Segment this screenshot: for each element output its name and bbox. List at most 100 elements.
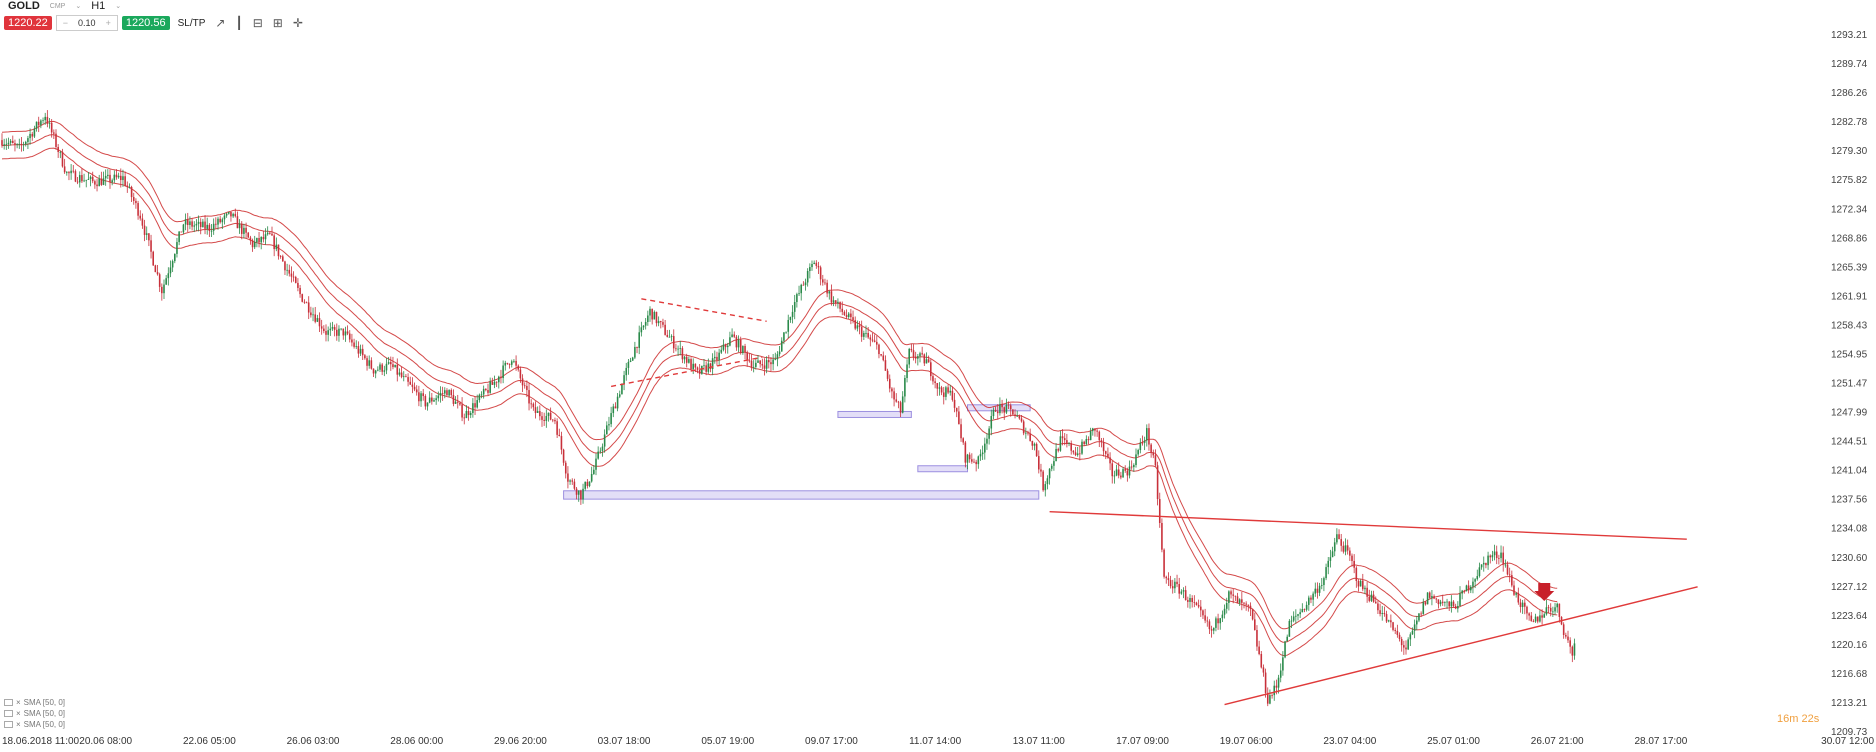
symbol-label[interactable]: GOLD — [8, 0, 40, 12]
plus-icon[interactable]: + — [105, 18, 111, 28]
sell-button[interactable]: 1220.22 — [4, 16, 52, 30]
indicator-item[interactable]: × SMA [50, 0] — [4, 719, 65, 730]
candle — [1470, 585, 1472, 594]
time-tick-label: 18.06.2018 11:00 — [2, 736, 80, 747]
candle — [1476, 569, 1479, 581]
candle — [197, 215, 200, 232]
candle — [33, 125, 36, 139]
trendline-resistance[interactable] — [1049, 510, 1687, 540]
candle — [955, 407, 958, 418]
price-tick-label: 1213.21 — [1831, 698, 1868, 709]
candle — [1098, 430, 1101, 448]
candle — [783, 331, 785, 345]
settings-icon[interactable] — [4, 721, 13, 728]
candle — [1355, 566, 1358, 588]
candle — [720, 345, 723, 354]
candle — [359, 344, 362, 356]
candle — [1441, 594, 1444, 606]
sell-signal-arrow-icon[interactable] — [1534, 582, 1555, 601]
candle — [217, 216, 219, 230]
candle — [517, 364, 520, 372]
zoom-out-icon[interactable]: ⊟ — [252, 16, 263, 30]
candle — [1232, 588, 1234, 604]
candle — [266, 226, 269, 236]
candle — [724, 343, 727, 354]
candle — [984, 437, 986, 460]
candle — [1398, 632, 1401, 642]
trendline-support[interactable] — [1224, 586, 1698, 706]
volume-value[interactable]: 0.10 — [78, 18, 96, 28]
trendline-wedge-bottom[interactable] — [610, 356, 763, 388]
chevron-down-icon[interactable]: ⌄ — [115, 3, 122, 10]
candles — [1, 110, 1576, 707]
close-icon[interactable]: × — [16, 698, 21, 707]
candle — [1025, 427, 1027, 439]
candle — [819, 265, 822, 286]
candle — [1001, 399, 1003, 414]
candle — [1420, 611, 1422, 618]
trendline-wedge-top[interactable] — [641, 298, 767, 322]
candle — [800, 283, 802, 301]
candle — [1301, 603, 1304, 613]
candle — [750, 354, 753, 371]
candle — [921, 346, 923, 356]
candle — [1046, 475, 1049, 490]
chevron-down-icon[interactable]: ⌄ — [75, 3, 82, 10]
candle — [575, 487, 578, 500]
price-tick-label: 1293.21 — [1831, 30, 1868, 41]
buy-button[interactable]: 1220.56 — [121, 16, 170, 30]
candle — [603, 429, 606, 453]
chart-toolbar: GOLD CMP ⌄ H1 ⌄ 1220.22 − 0.10 + 1220.56… — [0, 0, 600, 34]
candle — [444, 387, 446, 399]
settings-icon[interactable] — [4, 710, 13, 717]
candle — [1349, 547, 1351, 561]
candle — [1459, 586, 1461, 607]
bars-icon[interactable]: ┃ — [235, 16, 243, 30]
time-tick-label: 13.07 11:00 — [1013, 736, 1066, 747]
candle — [1167, 572, 1170, 586]
candle-timer: 16m 22s — [1777, 713, 1820, 725]
candle — [1558, 603, 1561, 623]
close-icon[interactable]: × — [16, 720, 21, 729]
candle — [370, 357, 373, 370]
candle — [260, 236, 262, 250]
candle — [307, 296, 310, 320]
candle — [120, 168, 122, 188]
candle — [104, 169, 107, 186]
candle — [431, 392, 433, 405]
candle — [12, 135, 14, 144]
candle — [1228, 590, 1230, 611]
support-zone[interactable] — [837, 410, 912, 418]
candle — [981, 445, 984, 460]
indicator-item[interactable]: × SMA [50, 0] — [4, 697, 65, 708]
timeframe-label[interactable]: H1 — [91, 0, 106, 12]
candle — [564, 460, 567, 479]
candle — [910, 343, 913, 353]
crosshair-icon[interactable]: ✛ — [292, 16, 303, 30]
candle — [1346, 539, 1349, 555]
candle — [53, 129, 55, 140]
candle — [1189, 594, 1191, 609]
candle — [828, 290, 831, 300]
close-icon[interactable]: × — [16, 709, 21, 718]
line-chart-icon[interactable]: ↗ — [215, 16, 226, 30]
support-zone[interactable] — [563, 490, 1040, 500]
indicator-item[interactable]: × SMA [50, 0] — [4, 708, 65, 719]
settings-icon[interactable] — [4, 699, 13, 706]
market-tag: CMP — [49, 2, 66, 10]
zoom-in-icon[interactable]: ⊞ — [272, 16, 283, 30]
candle — [1005, 398, 1008, 415]
minus-icon[interactable]: − — [62, 18, 69, 28]
volume-stepper[interactable]: − 0.10 + — [55, 15, 118, 31]
candle — [61, 148, 64, 168]
candle — [1454, 603, 1457, 610]
candle — [714, 350, 716, 364]
candle — [234, 208, 237, 218]
sltp-button[interactable]: SL/TP — [177, 17, 206, 29]
candle — [292, 271, 295, 282]
candle — [906, 359, 908, 383]
candle — [1055, 443, 1057, 462]
candle — [1089, 427, 1092, 441]
support-zone[interactable] — [917, 465, 969, 473]
